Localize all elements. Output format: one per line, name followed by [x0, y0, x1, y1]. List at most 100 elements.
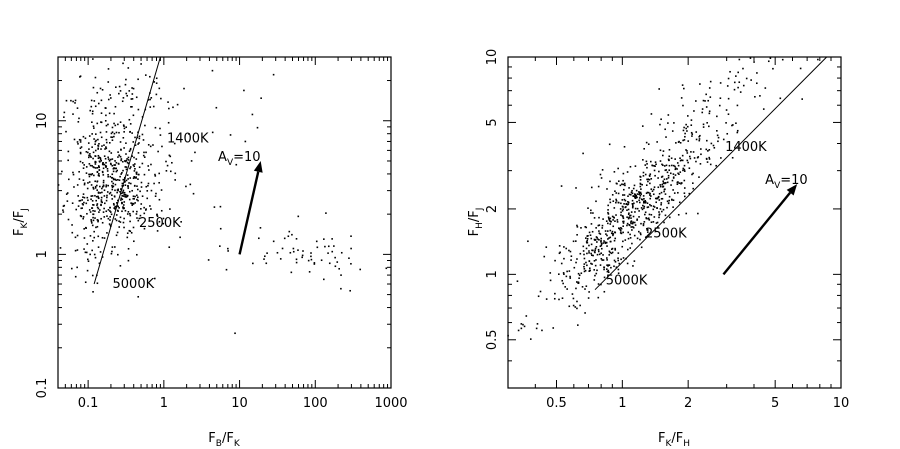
data-point — [631, 189, 633, 192]
data-point — [817, 58, 819, 61]
data-point — [799, 67, 802, 70]
data-point — [622, 220, 624, 223]
data-point — [623, 182, 626, 185]
data-point — [645, 192, 648, 195]
data-point — [658, 216, 660, 219]
data-point — [662, 180, 664, 183]
data-point — [630, 222, 632, 225]
data-point — [618, 180, 620, 182]
data-point — [631, 203, 634, 205]
data-point — [107, 81, 110, 83]
data-point — [584, 237, 587, 239]
data-point — [135, 158, 138, 160]
data-point — [92, 209, 94, 212]
data-point — [621, 209, 624, 212]
data-point — [682, 169, 684, 172]
data-point — [622, 222, 625, 224]
data-point — [94, 194, 96, 197]
data-point — [631, 203, 634, 206]
data-point — [624, 184, 626, 187]
data-point — [588, 260, 591, 263]
data-point — [606, 230, 609, 232]
data-point — [633, 184, 636, 187]
data-point — [709, 96, 712, 98]
data-point — [630, 191, 633, 194]
data-point — [602, 218, 604, 220]
data-point — [640, 198, 643, 201]
data-point — [597, 185, 600, 188]
data-point — [97, 192, 100, 194]
data-point — [707, 99, 710, 102]
data-point — [609, 240, 612, 243]
data-point — [690, 131, 693, 134]
data-point — [616, 182, 618, 185]
data-point — [93, 253, 96, 256]
data-point — [135, 173, 138, 175]
data-point — [120, 173, 122, 175]
data-point — [594, 247, 597, 250]
data-point — [622, 231, 624, 234]
data-point — [93, 236, 96, 239]
data-point — [639, 175, 641, 178]
data-point — [595, 272, 598, 275]
data-point — [131, 202, 133, 205]
data-point — [698, 176, 700, 178]
data-point — [660, 202, 663, 204]
data-point — [94, 180, 96, 183]
data-point — [93, 127, 95, 129]
data-point — [80, 146, 83, 148]
data-point — [131, 155, 133, 157]
data-point — [111, 250, 113, 253]
data-point — [632, 226, 634, 228]
data-point — [105, 138, 108, 141]
data-point — [681, 84, 684, 86]
data-point — [639, 185, 642, 188]
data-point — [244, 140, 247, 143]
data-point — [107, 158, 110, 160]
data-point — [109, 158, 112, 161]
data-point — [259, 227, 262, 229]
data-point — [107, 173, 109, 176]
data-point — [150, 96, 153, 99]
data-point — [118, 131, 120, 134]
data-point — [107, 175, 109, 178]
data-point — [211, 131, 214, 134]
data-point — [667, 122, 669, 124]
x-tick-label: 1 — [160, 396, 168, 411]
data-point — [94, 256, 97, 259]
data-point — [649, 182, 651, 185]
data-point — [134, 184, 136, 187]
data-point — [77, 121, 80, 123]
data-point — [693, 157, 696, 159]
temperature-label: 5000K — [113, 277, 155, 292]
data-point — [672, 177, 675, 179]
data-point — [100, 203, 102, 206]
data-point — [654, 197, 657, 200]
data-point — [138, 142, 140, 144]
data-point — [131, 98, 134, 100]
data-point — [74, 99, 77, 102]
data-point — [632, 226, 635, 229]
data-point — [76, 266, 78, 269]
data-point — [595, 259, 597, 261]
data-point — [635, 194, 638, 197]
data-point — [115, 219, 118, 222]
data-point — [623, 194, 626, 196]
data-point — [114, 205, 116, 208]
data-point — [677, 213, 680, 216]
data-point — [100, 159, 102, 162]
data-point — [591, 263, 593, 265]
data-point — [705, 148, 708, 151]
data-point — [120, 199, 122, 201]
data-point — [731, 156, 734, 159]
data-point — [136, 210, 138, 213]
data-point — [617, 201, 620, 204]
data-point — [171, 161, 173, 164]
data-point — [295, 258, 298, 261]
data-point — [583, 270, 586, 273]
data-point — [600, 283, 602, 286]
data-point — [129, 166, 132, 168]
data-point — [767, 60, 770, 63]
data-point — [109, 162, 112, 165]
data-point — [114, 105, 117, 108]
